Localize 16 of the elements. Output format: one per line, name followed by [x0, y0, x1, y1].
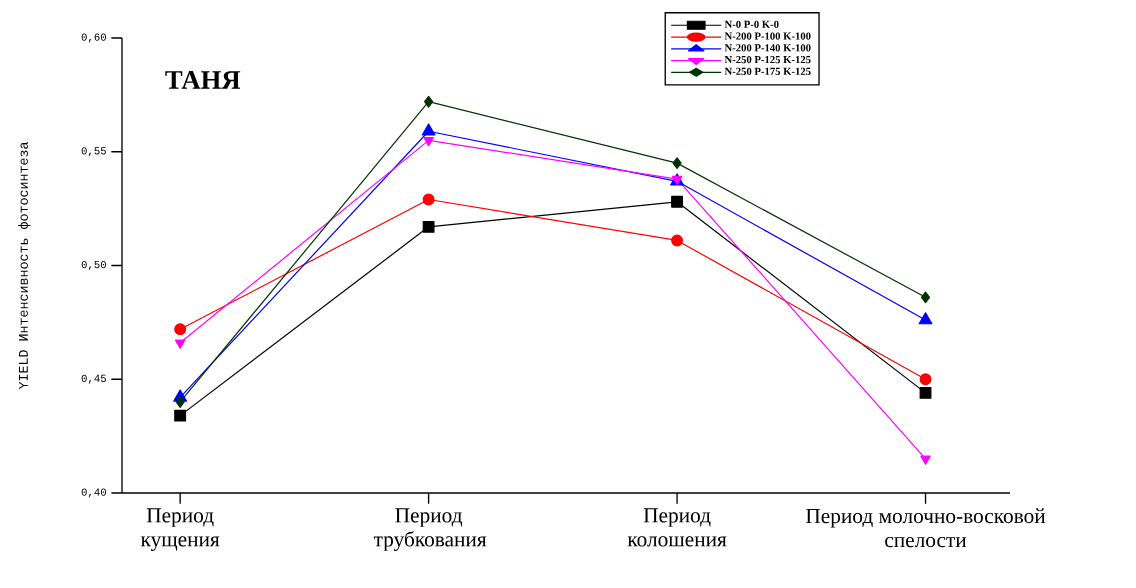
y-tick-label: 0,45: [81, 374, 106, 384]
legend-label: N-200 P-100 K-100: [724, 32, 811, 40]
x-tick-label: Период колошения: [627, 508, 727, 547]
y-tick-label: 0,60: [81, 33, 106, 43]
legend-label: N-0 P-0 K-0: [724, 20, 779, 28]
x-tick-label: Период молочно-восковой спелости: [805, 508, 1046, 548]
y-tick-label: 0,55: [81, 147, 106, 157]
x-tick-label: Период трубкования: [373, 508, 487, 551]
legend-label: N-250 P-175 K-125: [724, 67, 811, 75]
legend-label: N-250 P-125 K-125: [724, 56, 811, 64]
y-axis-title: YIELD Интенсивность фотосинтеза: [18, 141, 31, 390]
x-tick-label: Период кущения: [140, 508, 220, 551]
legend-label: N-200 P-140 K-100: [724, 44, 811, 52]
y-tick-label: 0,40: [81, 488, 106, 498]
text: ТАНЯ: [165, 71, 241, 89]
y-tick-label: 0,50: [81, 260, 106, 270]
